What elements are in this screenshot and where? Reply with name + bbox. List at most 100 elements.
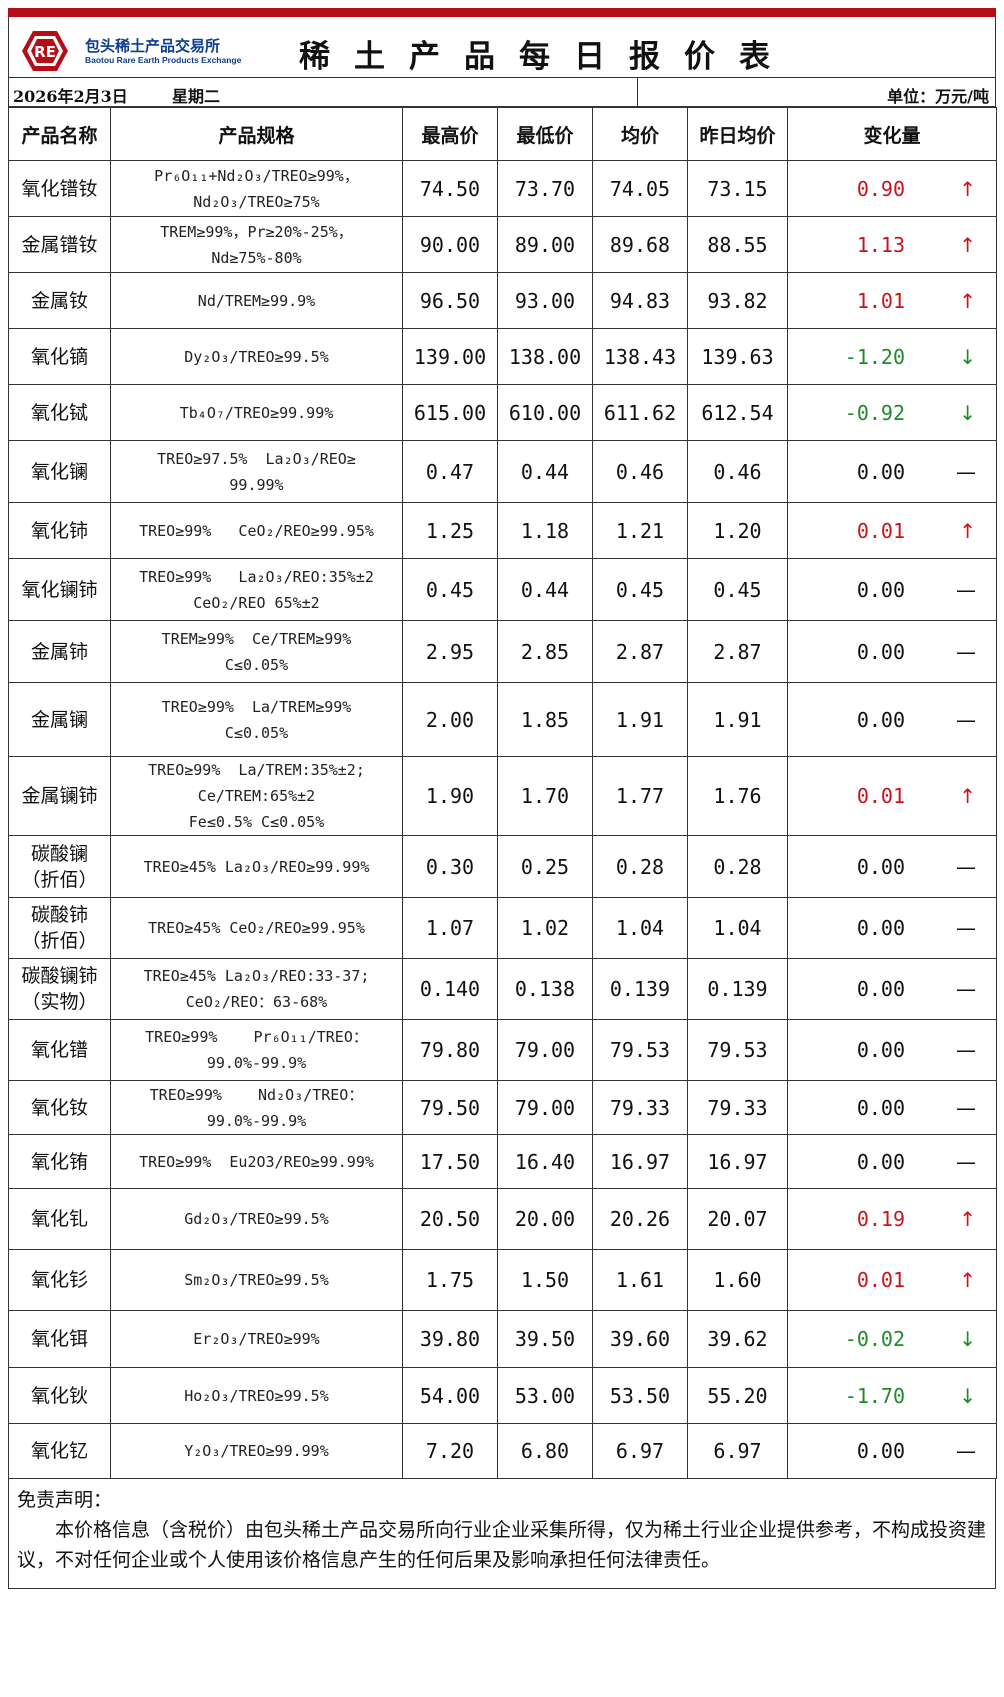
product-spec-line: Ce/TREM:65%±2 — [197, 787, 316, 805]
price-avg: 0.45 — [592, 558, 688, 621]
brand-name-en: Baotou Rare Earth Products Exchange — [85, 55, 242, 65]
change-value: -1.20 — [844, 344, 905, 369]
product-spec: TREO≥99% Pr₆O₁₁/TREO： 99.0%-99.9% — [110, 1019, 403, 1081]
product-spec: Ho₂O₃/TREO≥99.5% — [110, 1367, 403, 1424]
price-change: -0.02 ↓ — [787, 1310, 997, 1368]
price-prev-avg: 73.15 — [687, 160, 788, 217]
arrow-up-icon: ↑ — [959, 518, 976, 543]
arrow-up-icon: ↑ — [959, 784, 976, 808]
product-spec: TREO≥99% La/TREM:35%±2; Ce/TREM:65%±2 Fe≤0… — [110, 756, 403, 836]
price-low: 0.44 — [497, 440, 593, 503]
product-name: 氧化镧 — [8, 440, 111, 503]
product-spec-line: Dy₂O₃/TREO≥99.5% — [184, 347, 329, 366]
price-change: -0.92 ↓ — [787, 384, 997, 441]
product-name: 氧化镧铈 — [8, 558, 111, 621]
price-avg: 1.91 — [592, 682, 688, 757]
price-high: 0.30 — [402, 835, 498, 898]
product-name: 氧化钕 — [8, 1080, 111, 1135]
product-name-line: 金属镧铈 — [21, 785, 98, 807]
product-name: 碳酸铈 （折佰） — [8, 897, 111, 959]
price-change: 0.00 — — [787, 1019, 997, 1081]
product-spec-line: TREO≥99% La₂O₃/REO:35%±2 — [139, 567, 374, 586]
price-change: 0.01 ↑ — [787, 1249, 997, 1311]
arrow-down-icon: ↓ — [959, 1383, 976, 1408]
product-name-line: 氧化镧 — [30, 460, 88, 483]
arrow-down-icon: ↓ — [959, 400, 976, 425]
product-spec: TREM≥99%，Pr≥20%-25%， Nd≥75%-80% — [110, 216, 403, 273]
product-name-line: （折佰） — [21, 930, 98, 952]
product-name-line: 氧化镨 — [30, 1039, 88, 1061]
product-name-line: 氧化镧铈 — [21, 578, 98, 601]
price-high: 1.90 — [402, 756, 498, 836]
product-spec-line: TREO≥45% CeO₂/REO≥99.95% — [148, 919, 365, 937]
product-name: 氧化镨钕 — [8, 160, 111, 217]
price-change: 0.00 — — [787, 620, 997, 683]
product-name: 碳酸镧 （折佰） — [8, 835, 111, 898]
brand-name-cn: 包头稀土产品交易所 — [85, 37, 221, 55]
change-value: 0.00 — [856, 1038, 905, 1062]
change-value: 1.13 — [856, 232, 905, 257]
price-change: 0.00 — — [787, 558, 997, 621]
change-value: 0.19 — [856, 1207, 905, 1231]
col-header-low: 最低价 — [497, 107, 593, 161]
change-value: 0.00 — [856, 1439, 905, 1463]
price-low: 20.00 — [497, 1188, 593, 1250]
product-name: 氧化铽 — [8, 384, 111, 441]
product-spec: TREM≥99% Ce/TREM≥99% C≤0.05% — [110, 620, 403, 683]
price-change: 0.00 — — [787, 1423, 997, 1479]
product-spec-line: 99.0%-99.9% — [206, 1054, 307, 1072]
dash-icon: — — [956, 459, 976, 484]
price-prev-avg: 1.60 — [687, 1249, 788, 1311]
price-high: 96.50 — [402, 272, 498, 329]
price-high: 615.00 — [402, 384, 498, 441]
price-avg: 0.139 — [592, 958, 688, 1020]
change-value: 1.01 — [856, 288, 905, 313]
product-name: 氧化钇 — [8, 1423, 111, 1479]
product-spec-line: TREO≥99% CeO₂/REO≥99.95% — [139, 521, 374, 540]
table-row: 氧化钕 TREO≥99% Nd₂O₃/TREO： 99.0%-99.9% 79.50 7… — [8, 1080, 997, 1135]
table-row: 氧化镧 TREO≥97.5% La₂O₃/REO≥ 99.99% 0.47 0.44 0.… — [8, 440, 997, 503]
product-name-line: 氧化镨钕 — [21, 177, 98, 200]
price-high: 20.50 — [402, 1188, 498, 1250]
arrow-down-icon: ↓ — [959, 1327, 976, 1351]
product-spec: TREO≥45% La₂O₃/REO:33-37; CeO₂/REO：63-68% — [110, 958, 403, 1020]
disclaimer-body: 本价格信息（含税价）由包头稀土产品交易所向行业企业采集所得，仅为稀土行业企业提供… — [17, 1519, 987, 1571]
arrow-up-icon: ↑ — [959, 232, 976, 257]
product-name-line: 氧化钇 — [30, 1440, 88, 1462]
price-high: 39.80 — [402, 1310, 498, 1368]
arrow-up-icon: ↑ — [959, 1207, 976, 1231]
price-prev-avg: 79.33 — [687, 1080, 788, 1135]
product-spec: Er₂O₃/TREO≥99% — [110, 1310, 403, 1368]
price-prev-avg: 0.46 — [687, 440, 788, 503]
change-value: 0.00 — [856, 707, 905, 732]
arrow-up-icon: ↑ — [959, 176, 976, 201]
price-prev-avg: 93.82 — [687, 272, 788, 329]
price-avg: 1.21 — [592, 502, 688, 559]
change-value: 0.90 — [856, 176, 905, 201]
table-row: 氧化铕 TREO≥99% Eu2O3/REO≥99.99% 17.50 16.40 16… — [8, 1134, 997, 1189]
brand-block: 包头稀土产品交易所 Baotou Rare Earth Products Exc… — [85, 37, 241, 66]
table-row: 碳酸镧 （折佰） TREO≥45% La₂O₃/REO≥99.99% 0.30 0.25… — [8, 835, 997, 898]
table-row: 碳酸镧铈 （实物） TREO≥45% La₂O₃/REO:33-37; CeO₂/RE… — [8, 958, 997, 1020]
price-low: 610.00 — [497, 384, 593, 441]
col-header-prev: 昨日均价 — [687, 107, 788, 161]
price-high: 1.07 — [402, 897, 498, 959]
product-name-line: 氧化铒 — [30, 1328, 88, 1350]
price-low: 0.25 — [497, 835, 593, 898]
product-spec: TREO≥99% CeO₂/REO≥99.95% — [110, 502, 403, 559]
product-name-line: 碳酸镧 — [30, 842, 88, 865]
col-header-change: 变化量 — [787, 107, 997, 161]
price-avg: 89.68 — [592, 216, 688, 273]
product-spec: Sm₂O₃/TREO≥99.5% — [110, 1249, 403, 1311]
product-name: 金属镧铈 — [8, 756, 111, 836]
dash-icon: — — [956, 977, 976, 1001]
product-spec-line: Tb₄O₇/TREO≥99.99% — [179, 403, 334, 422]
product-name: 氧化钆 — [8, 1188, 111, 1250]
price-avg: 74.05 — [592, 160, 688, 217]
exchange-logo-icon: RE — [22, 31, 68, 71]
price-change: 0.00 — — [787, 440, 997, 503]
product-spec: TREO≥99% La₂O₃/REO:35%±2 CeO₂/REO 65%±2 — [110, 558, 403, 621]
dash-icon: — — [956, 577, 976, 602]
product-spec-line: TREM≥99%，Pr≥20%-25%， — [160, 222, 353, 241]
table-row: 氧化镨钕 Pr₆O₁₁+Nd₂O₃/TREO≥99%， Nd₂O₃/TREO≥75%… — [8, 160, 997, 217]
